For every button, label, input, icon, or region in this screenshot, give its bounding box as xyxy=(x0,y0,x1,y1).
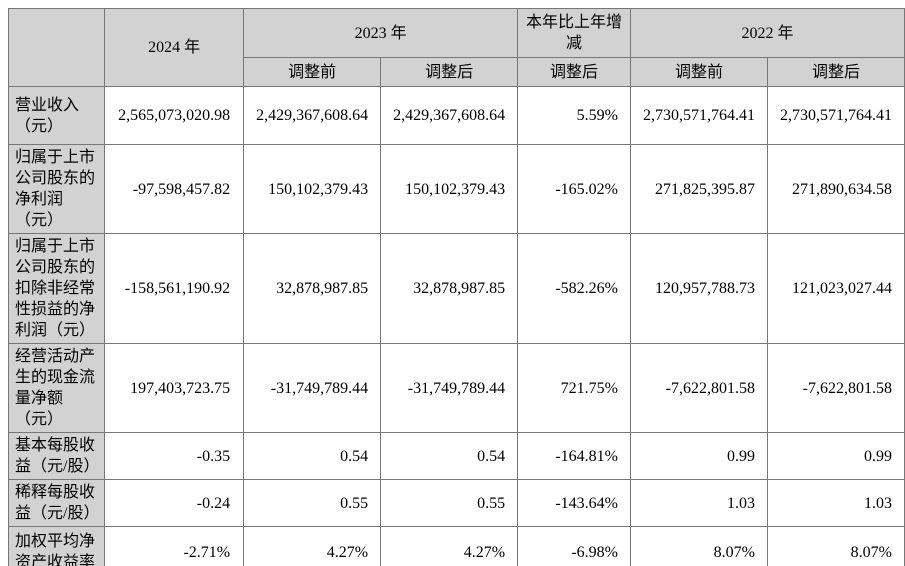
header-change-vs-prior-year: 本年比上年增减 xyxy=(517,8,631,58)
value-cell: 120,957,788.73 xyxy=(629,233,768,344)
value-cell: 4.27% xyxy=(243,526,382,566)
value-cell: 32,878,987.85 xyxy=(380,233,519,344)
row-label: 基本每股收益（元/股） xyxy=(7,432,106,480)
value-cell: 150,102,379.43 xyxy=(243,144,382,234)
value-cell: -7,622,801.58 xyxy=(629,343,768,433)
value-cell: 0.55 xyxy=(380,479,519,527)
value-cell: 150,102,379.43 xyxy=(380,144,519,234)
value-cell: 2,565,073,020.98 xyxy=(104,86,245,145)
value-cell: 1.03 xyxy=(629,479,768,527)
value-cell: 2,429,367,608.64 xyxy=(243,86,382,145)
value-cell: -165.02% xyxy=(517,144,631,234)
header-year-2022: 2022 年 xyxy=(629,8,905,58)
value-cell: 32,878,987.85 xyxy=(243,233,382,344)
financial-summary-table: 2024 年 2023 年 本年比上年增减 2022 年 调整前 调整后 调整后… xyxy=(7,8,905,566)
subheader-2022-before: 调整前 xyxy=(629,57,768,87)
header-blank-cell xyxy=(7,8,106,87)
value-cell: -7,622,801.58 xyxy=(766,343,905,433)
value-cell: -6.98% xyxy=(517,526,631,566)
table-row-diluted-eps: 稀释每股收益（元/股） -0.24 0.55 0.55 -143.64% 1.0… xyxy=(7,479,905,527)
row-label: 经营活动产生的现金流量净额（元） xyxy=(7,343,106,433)
value-cell: -0.24 xyxy=(104,479,245,527)
value-cell: 0.55 xyxy=(243,479,382,527)
value-cell: 8.07% xyxy=(629,526,768,566)
value-cell: -158,561,190.92 xyxy=(104,233,245,344)
header-year-2023: 2023 年 xyxy=(243,8,519,58)
row-label: 营业收入（元） xyxy=(7,86,106,145)
table-row-net-profit: 归属于上市公司股东的净利润（元） -97,598,457.82 150,102,… xyxy=(7,144,905,234)
value-cell: 4.27% xyxy=(380,526,519,566)
row-label: 归属于上市公司股东的净利润（元） xyxy=(7,144,106,234)
value-cell: -31,749,789.44 xyxy=(243,343,382,433)
value-cell: 721.75% xyxy=(517,343,631,433)
value-cell: 1.03 xyxy=(766,479,905,527)
value-cell: -2.71% xyxy=(104,526,245,566)
value-cell: -97,598,457.82 xyxy=(104,144,245,234)
table-row-weighted-avg-roe: 加权平均净资产收益率 -2.71% 4.27% 4.27% -6.98% 8.0… xyxy=(7,526,905,566)
value-cell: 0.99 xyxy=(766,432,905,480)
value-cell: 8.07% xyxy=(766,526,905,566)
value-cell: 197,403,723.75 xyxy=(104,343,245,433)
table-row-net-profit-excl-nonrecurring: 归属于上市公司股东的扣除非经常性损益的净利润（元） -158,561,190.9… xyxy=(7,233,905,344)
table-row-basic-eps: 基本每股收益（元/股） -0.35 0.54 0.54 -164.81% 0.9… xyxy=(7,432,905,480)
row-label: 稀释每股收益（元/股） xyxy=(7,479,106,527)
subheader-change-after: 调整后 xyxy=(517,57,631,87)
value-cell: -143.64% xyxy=(517,479,631,527)
row-label: 加权平均净资产收益率 xyxy=(7,526,106,566)
value-cell: 2,730,571,764.41 xyxy=(629,86,768,145)
subheader-2023-before: 调整前 xyxy=(243,57,382,87)
header-row-years: 2024 年 2023 年 本年比上年增减 2022 年 xyxy=(7,8,905,87)
value-cell: 5.59% xyxy=(517,86,631,145)
value-cell: 2,730,571,764.41 xyxy=(766,86,905,145)
value-cell: 271,825,395.87 xyxy=(629,144,768,234)
header-row-adjustments: 调整前 调整后 调整后 调整前 调整后 xyxy=(9,57,905,87)
value-cell: -31,749,789.44 xyxy=(380,343,519,433)
table-row-operating-cash-flow: 经营活动产生的现金流量净额（元） 197,403,723.75 -31,749,… xyxy=(7,343,905,433)
value-cell: 0.99 xyxy=(629,432,768,480)
value-cell: -164.81% xyxy=(517,432,631,480)
header-year-2024: 2024 年 xyxy=(104,8,245,87)
value-cell: 271,890,634.58 xyxy=(766,144,905,234)
value-cell: 0.54 xyxy=(243,432,382,480)
value-cell: -0.35 xyxy=(104,432,245,480)
table-row-revenue: 营业收入（元） 2,565,073,020.98 2,429,367,608.6… xyxy=(7,86,905,145)
value-cell: 0.54 xyxy=(380,432,519,480)
value-cell: -582.26% xyxy=(517,233,631,344)
value-cell: 121,023,027.44 xyxy=(766,233,905,344)
subheader-2023-after: 调整后 xyxy=(380,57,519,87)
subheader-2022-after: 调整后 xyxy=(766,57,905,87)
row-label: 归属于上市公司股东的扣除非经常性损益的净利润（元） xyxy=(7,233,106,344)
value-cell: 2,429,367,608.64 xyxy=(380,86,519,145)
